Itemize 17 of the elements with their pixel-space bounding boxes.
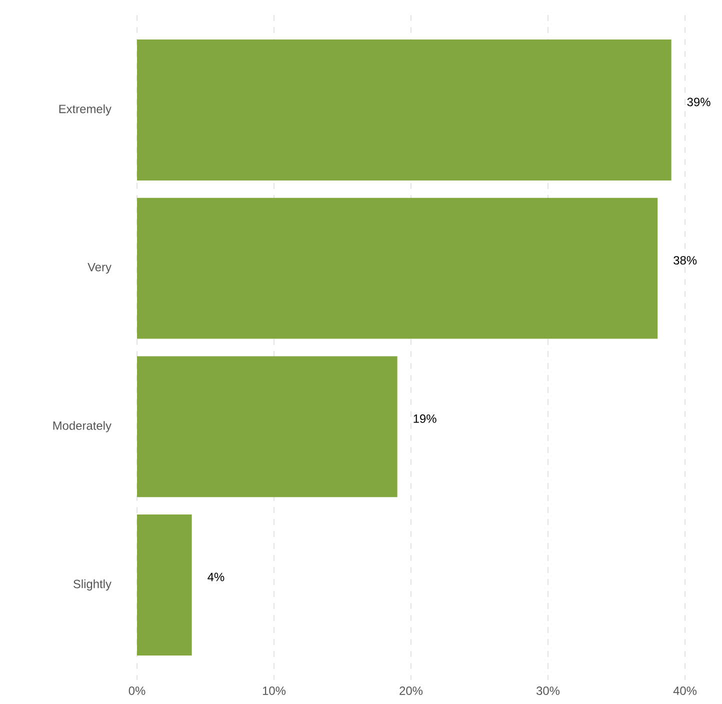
bar [137, 356, 398, 498]
bar [137, 198, 658, 339]
x-tick-label: 20% [400, 686, 423, 695]
data-label: 38% [674, 256, 697, 265]
x-tick-label: 30% [536, 686, 560, 695]
x-tick-label: 10% [262, 686, 286, 695]
y-tick-label: Moderately [53, 421, 112, 432]
data-label: 19% [414, 414, 436, 423]
y-tick-label: Slightly [73, 579, 112, 591]
x-tick-label: 0% [128, 686, 146, 695]
data-label: 4% [208, 572, 224, 582]
bar [137, 514, 192, 656]
y-tick-label: Very [88, 262, 112, 274]
data-label: 39% [687, 98, 710, 106]
x-tick-label: 40% [673, 686, 697, 695]
bar [137, 40, 672, 180]
y-tick-label: Extremely [59, 104, 112, 116]
